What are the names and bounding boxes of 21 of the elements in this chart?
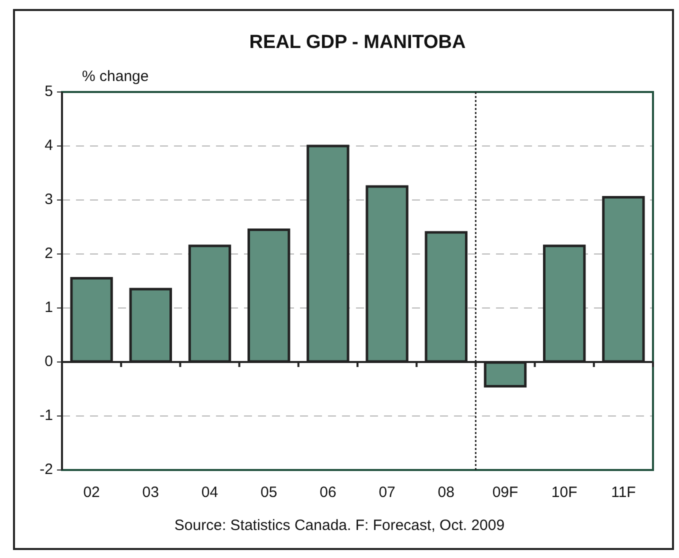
x-tick-label: 07 [378, 484, 396, 502]
y-tick-label: -2 [40, 461, 53, 478]
y-tick-label: 3 [44, 191, 53, 208]
x-tick-label: 11F [611, 484, 636, 502]
y-tick-label: 1 [44, 299, 53, 316]
x-tick-label: 04 [201, 484, 218, 502]
x-tick-label: 06 [320, 484, 336, 502]
x-tick-label: 10F [551, 484, 578, 502]
x-tick-label: 02 [83, 484, 100, 502]
x-tick-label: 05 [260, 484, 278, 502]
source-note: Source: Statistics Canada. F: Forecast, Oct. 2009 [174, 517, 505, 534]
y-tick-label: 0 [44, 353, 53, 370]
y-tick-label: 2 [44, 245, 53, 262]
y-tick-label: 4 [44, 137, 53, 154]
chart-title: REAL GDP - MANITOBA [249, 32, 466, 54]
y-tick-label: 5 [44, 83, 53, 100]
x-tick-label: 08 [438, 484, 454, 502]
y-tick-label: -1 [40, 407, 53, 424]
y-axis-title: % change [82, 68, 149, 86]
x-tick-label: 03 [142, 484, 159, 502]
x-tick-label: 09F [492, 484, 518, 502]
